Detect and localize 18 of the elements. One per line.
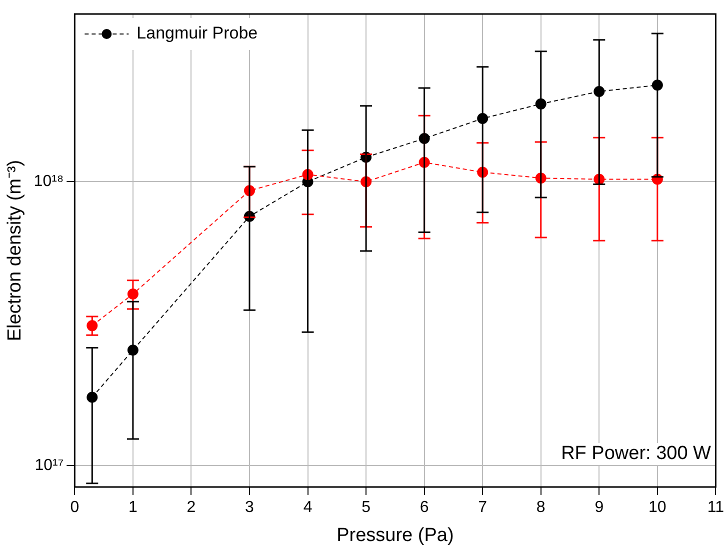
x-tick-label: 2 (186, 499, 196, 516)
x-tick-label: 5 (362, 499, 371, 516)
x-tick-label: 0 (70, 499, 80, 516)
x-tick-label: 8 (536, 499, 546, 516)
x-tick-label: 7 (478, 499, 488, 516)
y-tick-label: 10¹⁷ (34, 456, 64, 474)
x-tick-label: 11 (707, 499, 724, 516)
x-axis-title: Pressure (Pa) (336, 524, 454, 546)
x-tick-label: 10 (648, 499, 666, 516)
x-tick-label: 1 (128, 499, 138, 516)
x-tick-label: 9 (594, 499, 604, 516)
y-tick-label: 10¹⁸ (34, 173, 64, 190)
legend-label: Langmuir Probe (136, 24, 258, 43)
x-tick-label: 3 (245, 499, 254, 516)
x-tick-label: 6 (420, 499, 429, 516)
annotation: RF Power: 300 W (559, 443, 713, 465)
x-tick-label: 4 (303, 499, 312, 516)
y-axis-title: Electron density (m⁻³) (4, 160, 26, 342)
